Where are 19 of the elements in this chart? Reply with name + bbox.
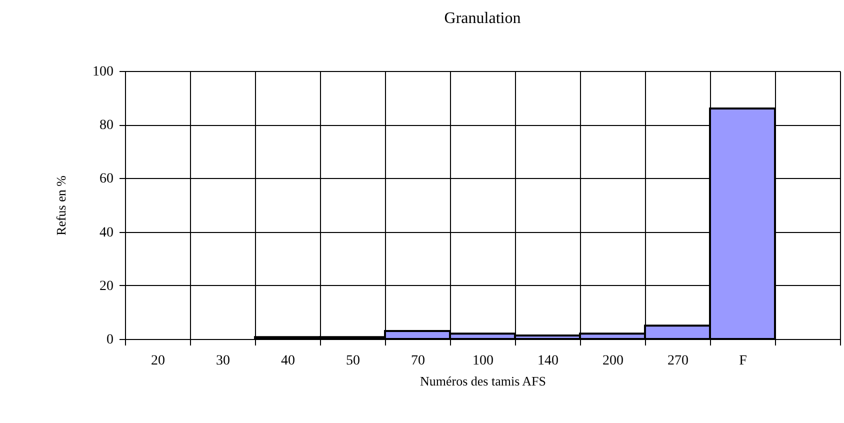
x-tick-label: 140	[538, 354, 558, 368]
y-tick-label: 60	[100, 172, 114, 187]
x-axis-title: Numéros des tamis AFS	[420, 374, 546, 388]
y-tick-label: 0	[106, 332, 114, 348]
y-tick-label: 100	[92, 64, 114, 80]
x-tick-label: 70	[411, 354, 425, 368]
x-tick-label: 100	[472, 354, 494, 368]
x-tick-label: 40	[281, 354, 295, 368]
y-tick-label: 80	[100, 118, 114, 134]
y-tick-label: 40	[100, 225, 114, 240]
y-tick-label: 20	[100, 278, 114, 294]
x-tick-label: F	[739, 354, 748, 368]
chart-title: Granulation	[444, 10, 521, 27]
x-tick-label: 50	[346, 354, 360, 368]
x-tick-label: 20	[151, 354, 165, 368]
x-tick-label: 30	[216, 354, 230, 368]
y-axis-title: Refus en %	[54, 175, 68, 236]
x-tick-label: 200	[602, 354, 624, 368]
x-tick-label: 270	[668, 354, 688, 368]
